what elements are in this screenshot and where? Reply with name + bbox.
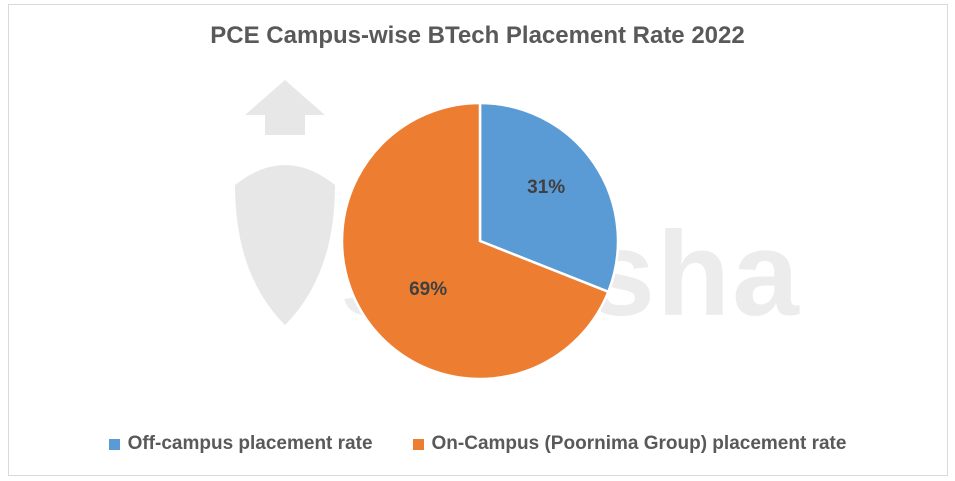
legend-label: On-Campus (Poornima Group) placement rat… <box>431 433 847 454</box>
legend: Off-campus placement rate On-Campus (Poo… <box>0 433 955 455</box>
legend-swatch <box>412 438 424 450</box>
pie-slice-0 <box>478 101 620 294</box>
legend-item-on-campus: On-Campus (Poornima Group) placement rat… <box>412 433 847 455</box>
data-label-1: 69% <box>409 279 447 300</box>
chart-title: PCE Campus-wise BTech Placement Rate 202… <box>210 22 745 49</box>
pie-slice-1 <box>340 101 610 381</box>
legend-item-off-campus: Off-campus placement rate <box>108 433 373 455</box>
data-label-0: 31% <box>527 177 565 198</box>
legend-swatch <box>108 438 120 450</box>
legend-label: Off-campus placement rate <box>127 433 373 454</box>
